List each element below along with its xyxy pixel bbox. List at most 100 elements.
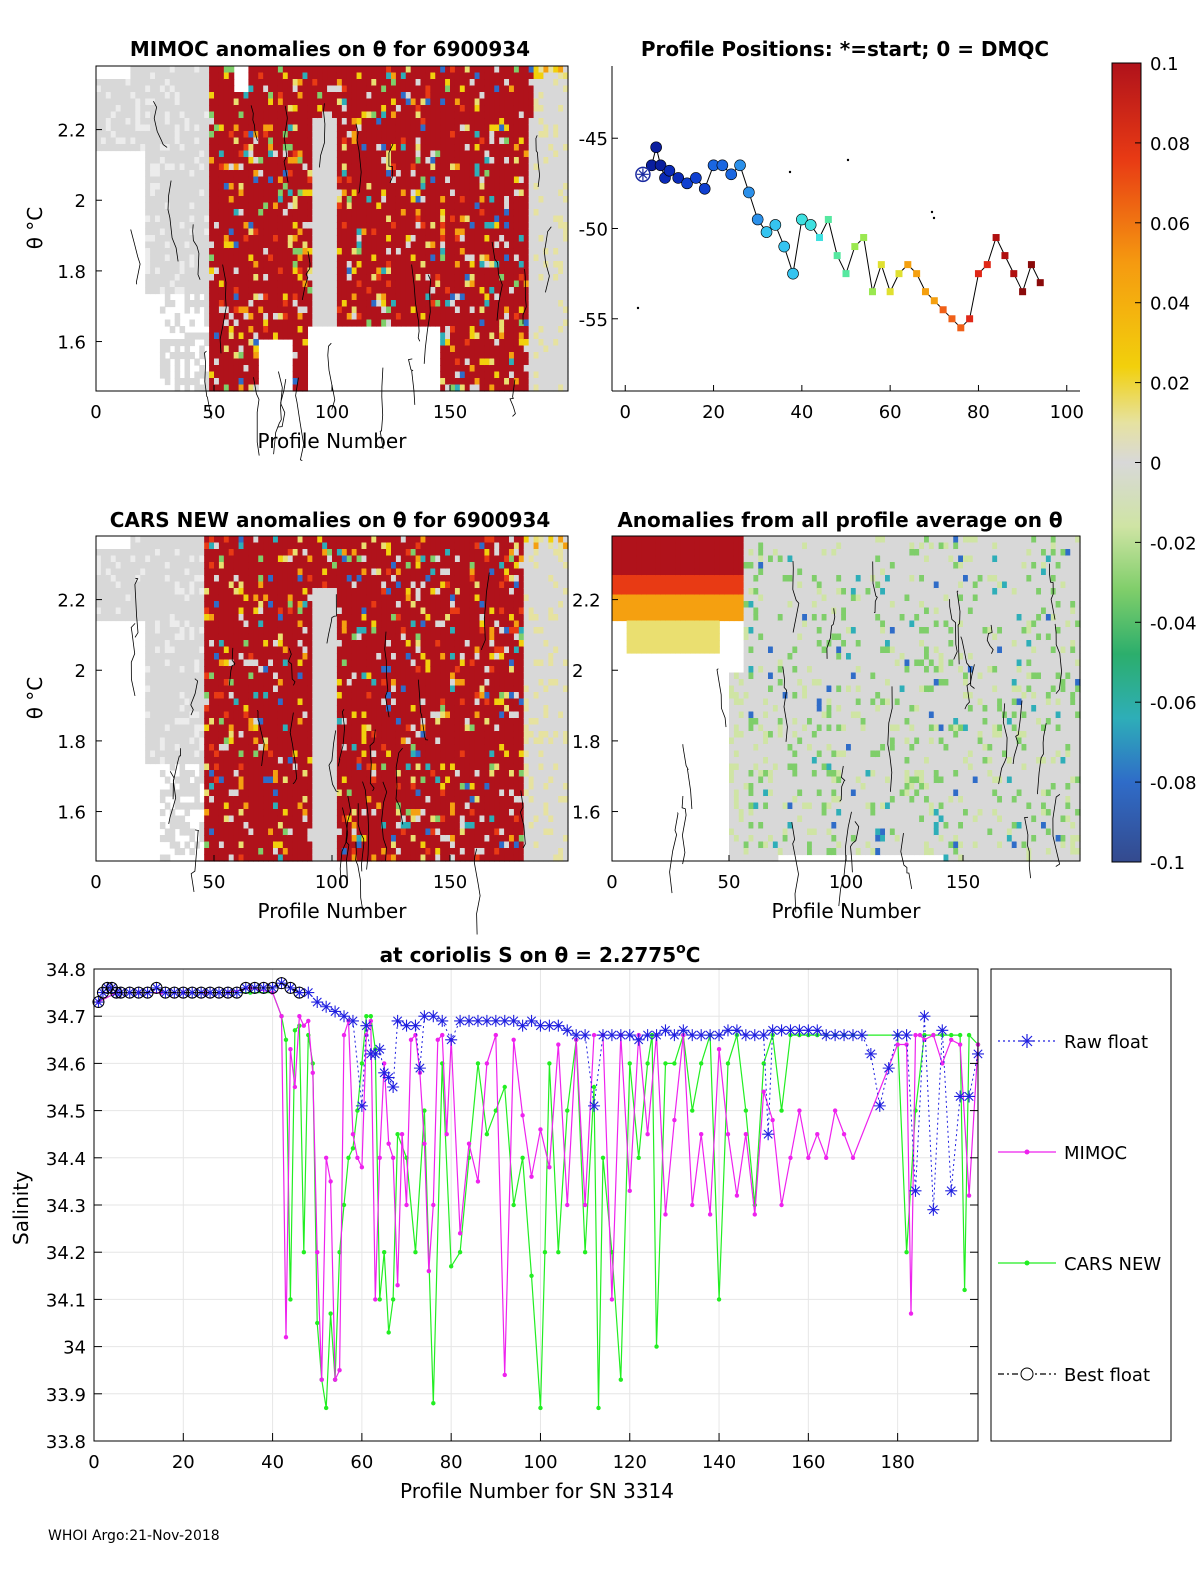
- heatmap-cell: [209, 731, 215, 739]
- heatmap-cell: [341, 313, 348, 321]
- heatmap-cell: [273, 92, 279, 100]
- heatmap-cell: [174, 601, 181, 609]
- heatmap-cell: [474, 332, 481, 340]
- heatmap-cell: [218, 822, 225, 830]
- heatmap-cell: [277, 189, 284, 197]
- heatmap-cell: [504, 326, 510, 334]
- heatmap-cell: [553, 280, 559, 288]
- heatmap-cell: [327, 105, 333, 113]
- heatmap-cell: [214, 835, 220, 843]
- heatmap-cell: [179, 176, 186, 184]
- heatmap-cell: [351, 248, 358, 256]
- heatmap-cell: [199, 607, 205, 615]
- heatmap-cell: [336, 85, 343, 93]
- position-point: [868, 288, 876, 296]
- heatmap-cell: [410, 72, 417, 80]
- heatmap-cell: [400, 98, 407, 106]
- heatmap-cell: [277, 332, 284, 340]
- heatmap-cell: [553, 293, 559, 301]
- heatmap-cell: [489, 144, 495, 152]
- heatmap-cell: [459, 378, 466, 386]
- heatmap-cell: [233, 280, 240, 288]
- heatmap-cell: [218, 345, 225, 353]
- heatmap-cell: [548, 287, 554, 295]
- heatmap-cell: [115, 568, 122, 576]
- heatmap-cell: [194, 549, 200, 557]
- heatmap-cell: [135, 614, 141, 622]
- heatmap-cell: [159, 750, 166, 758]
- heatmap-cell: [238, 92, 245, 100]
- heatmap-cell: [474, 72, 481, 80]
- heatmap-cell: [179, 287, 186, 295]
- heatmap-cell: [327, 98, 333, 106]
- heatmap-cell: [440, 72, 446, 80]
- heatmap-cell: [233, 183, 240, 191]
- heatmap-cell: [194, 698, 200, 706]
- heatmap-cell: [233, 228, 240, 236]
- heatmap-cell: [184, 841, 191, 849]
- heatmap-cell: [425, 150, 431, 158]
- heatmap-cell: [317, 261, 323, 269]
- heatmap-cell: [164, 85, 171, 93]
- heatmap-cell: [273, 300, 279, 308]
- heatmap-cell: [150, 287, 156, 295]
- heatmap-cell: [194, 653, 200, 661]
- heatmap-cell: [405, 274, 412, 282]
- heatmap-cell: [204, 731, 210, 739]
- heatmap-cell: [204, 339, 210, 347]
- heatmap-cell: [287, 248, 294, 256]
- heatmap-cell: [361, 176, 368, 184]
- heatmap-cell: [194, 170, 200, 178]
- heatmap-cell: [346, 254, 353, 262]
- heatmap-cell: [100, 568, 107, 576]
- heatmap-cell: [199, 241, 205, 249]
- heatmap-cell: [558, 306, 564, 314]
- heatmap-cell: [179, 555, 186, 563]
- heatmap-cell: [533, 92, 540, 100]
- heatmap-cell: [179, 170, 186, 178]
- heatmap-cell: [518, 137, 525, 145]
- heatmap-cell: [184, 150, 191, 158]
- heatmap-cell: [155, 607, 161, 615]
- heatmap-cell: [312, 300, 318, 308]
- heatmap-cell: [484, 235, 490, 243]
- heatmap-cell: [391, 254, 397, 262]
- heatmap-cell: [228, 770, 235, 778]
- heatmap-cell: [120, 575, 127, 583]
- heatmap-cell: [479, 111, 486, 119]
- heatmap-cell: [223, 150, 230, 158]
- heatmap-cell: [228, 815, 235, 823]
- heatmap-cell: [489, 196, 495, 204]
- heatmap-cell: [484, 274, 490, 282]
- heatmap-cell: [277, 170, 284, 178]
- heatmap-cell: [214, 189, 220, 197]
- heatmap-cell: [322, 111, 328, 119]
- heatmap-cell: [489, 248, 495, 256]
- heatmap-cell: [464, 378, 471, 386]
- heatmap-cell: [346, 248, 353, 256]
- heatmap-cell: [518, 332, 525, 340]
- heatmap-cell: [464, 105, 471, 113]
- heatmap-cell: [312, 118, 318, 126]
- heatmap-cell: [317, 267, 323, 275]
- heatmap-cell: [282, 313, 289, 321]
- heatmap-cell: [445, 287, 451, 295]
- heatmap-cell: [199, 692, 205, 700]
- heatmap-cell: [243, 293, 250, 301]
- heatmap-cell: [376, 85, 382, 93]
- heatmap-cell: [233, 313, 240, 321]
- heatmap-cell: [474, 384, 481, 392]
- heatmap-contour: [192, 224, 201, 280]
- heatmap-cell: [228, 672, 235, 680]
- heatmap-cell: [238, 378, 245, 386]
- heatmap-cell: [277, 85, 284, 93]
- heatmap-cell: [169, 79, 176, 87]
- heatmap-cell: [96, 568, 102, 576]
- heatmap-cell: [159, 352, 166, 360]
- heatmap-cell: [430, 66, 436, 74]
- heatmap-cell: [479, 235, 486, 243]
- heatmap-cell: [307, 209, 313, 217]
- heatmap-cell: [155, 640, 161, 648]
- heatmap-cell: [391, 105, 397, 113]
- heatmap-cell: [218, 92, 225, 100]
